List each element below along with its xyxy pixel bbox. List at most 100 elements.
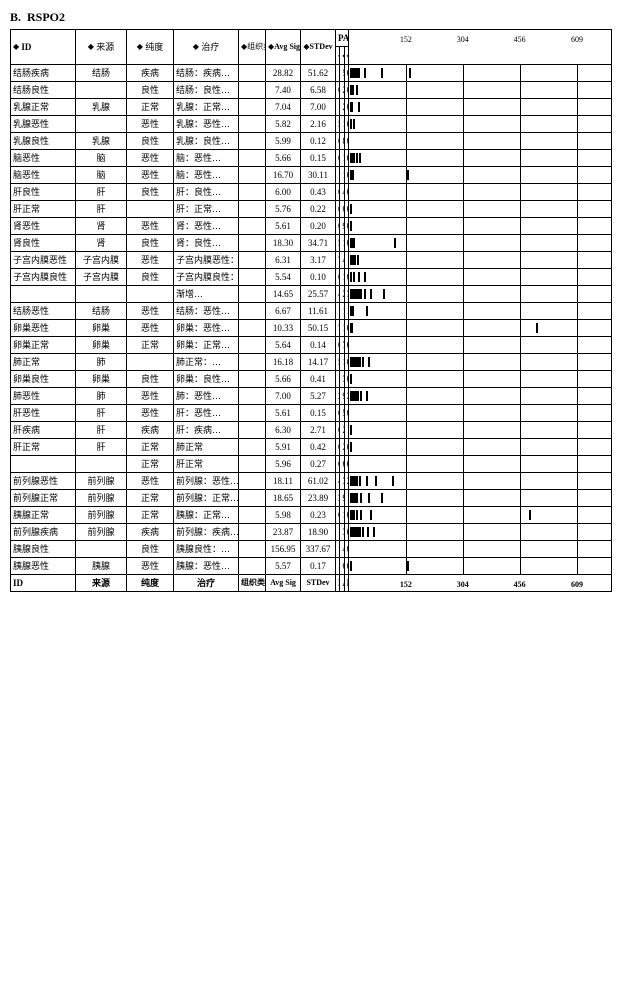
chart-title: RSPO2 [27,10,65,24]
cell-treatment: 结肠：疾病… [174,64,239,81]
cell-avgsig: 16.70 [266,166,301,183]
cell-a: 21 [340,421,344,438]
cell-a: 11 [340,353,344,370]
cell-stdev: 34.71 [301,234,336,251]
cell-source: 肾 [76,234,127,251]
cell-chart [349,132,612,149]
cell-p: 0 [336,421,340,438]
cell-treatment: 肺：恶性… [174,387,239,404]
cell-chart [349,98,612,115]
cell-avgsig: 5.82 [266,115,301,132]
cell-tissue [239,217,266,234]
table-row: 子宫内膜良性子宫内膜良性子宫内膜良性：…5.540.100100 [11,268,612,285]
cell-purity: 良性 [127,81,174,98]
cell-stdev: 50.15 [301,319,336,336]
cell-id [11,285,76,302]
hdr-chart: 152304456609 [349,30,612,65]
cell-avgsig: 23.87 [266,523,301,540]
cell-tissue [239,166,266,183]
cell-tissue [239,506,266,523]
cell-stdev: 5.27 [301,387,336,404]
cell-source: 脑 [76,149,127,166]
cell-source: 肝 [76,183,127,200]
cell-source: 卵巢 [76,336,127,353]
cell-id: 肾恶性 [11,217,76,234]
cell-stdev: 51.62 [301,64,336,81]
cell-tissue [239,115,266,132]
cell-treatment: 前列腺：疾病… [174,523,239,540]
cell-stdev: 0.10 [301,268,336,285]
cell-treatment: 肝正常 [174,455,239,472]
cell-p: 0 [336,81,340,98]
cell-p: 0 [336,438,340,455]
cell-treatment: 乳腺：恶性… [174,115,239,132]
cell-p: 22 [336,489,340,506]
cell-chart [349,166,612,183]
cell-chart [349,115,612,132]
table-row: 肺正常肺肺正常：…16.1814.1753110 [11,353,612,370]
cell-chart [349,438,612,455]
cell-a: 9 [340,489,344,506]
table-row: 脑恶性脑恶性脑：恶性…5.660.150160 [11,149,612,166]
cell-source: 卵巢 [76,370,127,387]
table-row: 肝恶性肝恶性肝：恶性…5.610.15050 [11,404,612,421]
cell-id: 肝正常 [11,200,76,217]
cell-avgsig: 6.00 [266,183,301,200]
hdr-id: ◆ ID [11,30,76,65]
cell-chart [349,302,612,319]
cell-avgsig: 5.66 [266,370,301,387]
cell-avgsig: 6.67 [266,302,301,319]
cell-tissue [239,489,266,506]
cell-chart [349,421,612,438]
cell-source: 肝 [76,404,127,421]
cell-id: 乳腺良性 [11,132,76,149]
cell-tissue [239,132,266,149]
cell-id: 肝恶性 [11,404,76,421]
cell-id: 前列腺恶性 [11,472,76,489]
cell-treatment: 渐增… [174,285,239,302]
cell-treatment: 脑：恶性… [174,166,239,183]
cell-avgsig: 5.66 [266,149,301,166]
hdr-source: ◆ 来源 [76,30,127,65]
cell-purity: 恶性 [127,387,174,404]
table-row: 肺恶性肺恶性肺：恶性…7.005.2726962 [11,387,612,404]
cell-id: 肺恶性 [11,387,76,404]
table-row: 子宫内膜恶性子宫内膜恶性子宫内膜恶性：…6.313.177491 [11,251,612,268]
cell-source: 脑 [76,166,127,183]
cell-source: 子宫内膜 [76,268,127,285]
cell-id: 脑恶性 [11,149,76,166]
cell-treatment: 乳腺：良性… [174,132,239,149]
cell-chart [349,353,612,370]
cell-stdev: 0.17 [301,557,336,574]
cell-stdev: 0.27 [301,455,336,472]
ftr-stdev: STDev [301,574,336,591]
table-row: 结肠良性良性结肠：良性…7.406.580210 [11,81,612,98]
cell-source [76,81,127,98]
table-row: 前列腺正常前列腺正常前列腺：正常…18.6523.892291 [11,489,612,506]
ftr-p: P [336,574,340,591]
cell-avgsig: 18.30 [266,234,301,251]
cell-purity: 恶性 [127,557,174,574]
cell-chart [349,540,612,557]
cell-treatment: 肺正常：… [174,353,239,370]
cell-id: 胰腺良性 [11,540,76,557]
cell-stdev: 7.00 [301,98,336,115]
cell-tissue [239,370,266,387]
cell-purity: 恶性 [127,149,174,166]
cell-p: 1 [336,540,340,557]
cell-chart [349,336,612,353]
cell-treatment: 结肠：恶性… [174,302,239,319]
table-row: 肝正常肝肝：正常…5.760.220610 [11,200,612,217]
cell-chart [349,319,612,336]
cell-source: 乳腺 [76,98,127,115]
cell-chart [349,370,612,387]
ftr-chart: 152304456609 [349,574,612,591]
cell-id: 肝正常 [11,438,76,455]
cell-source: 肝 [76,438,127,455]
cell-a: 61 [340,200,344,217]
cell-p: 7 [336,251,340,268]
cell-avgsig: 5.76 [266,200,301,217]
cell-treatment: 肾：良性… [174,234,239,251]
cell-p: 26 [336,387,340,404]
cell-stdev: 0.23 [301,506,336,523]
